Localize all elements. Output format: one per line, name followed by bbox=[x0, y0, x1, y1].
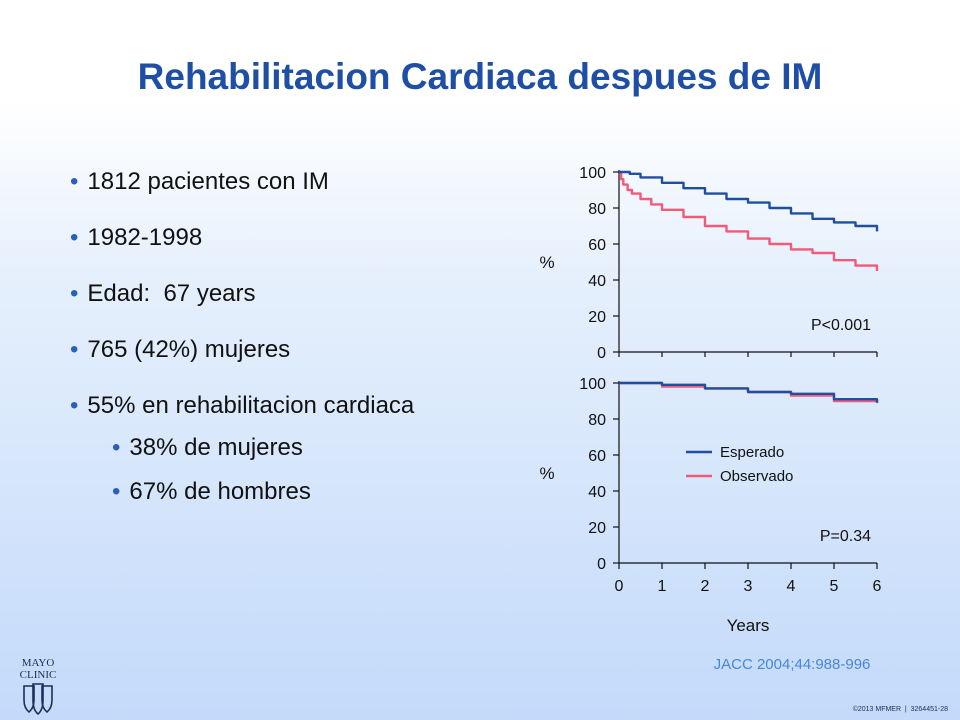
copyright-text: ©2013 MFMER | 3264451-28 bbox=[852, 706, 948, 713]
logo-line-clinic: CLINIC bbox=[19, 669, 57, 681]
bullet-dot: • bbox=[70, 336, 79, 363]
p-value-annotation: P=0.34 bbox=[820, 528, 871, 545]
bullet-dot: • bbox=[70, 280, 79, 307]
y-tick-label: 80 bbox=[588, 412, 606, 429]
y-tick-label: 60 bbox=[588, 237, 606, 254]
x-tick-label: 3 bbox=[744, 578, 753, 595]
x-tick-label: 6 bbox=[873, 578, 882, 595]
bullet-item: • 1982-1998 bbox=[70, 224, 202, 252]
bullet-item: • Edad: 67 years bbox=[70, 280, 256, 308]
x-tick-label: 5 bbox=[830, 578, 839, 595]
slide-title: Rehabilitacion Cardiaca despues de IM bbox=[137, 56, 823, 97]
bullet-dot: • bbox=[70, 168, 79, 195]
y-axis-label: % bbox=[539, 253, 554, 272]
series-line-esperado bbox=[619, 170, 879, 232]
bullet-dot: • bbox=[112, 434, 121, 461]
y-axis-label: % bbox=[539, 464, 554, 483]
bullet-dot: • bbox=[112, 478, 121, 505]
mayo-shields-icon bbox=[23, 683, 53, 716]
sub-bullet-text: 38% de mujeres bbox=[129, 434, 303, 461]
y-tick-label: 20 bbox=[588, 520, 606, 537]
y-tick-label: 0 bbox=[597, 345, 606, 362]
series-line-esperado bbox=[619, 381, 879, 403]
bullet-text: 55% en rehabilitacion cardiaca bbox=[87, 392, 415, 419]
bullet-dot: • bbox=[70, 224, 79, 251]
bullet-item: • 1812 pacientes con IM bbox=[70, 168, 329, 196]
legend-label-observado: Observado bbox=[720, 468, 793, 485]
bullet-dot: • bbox=[70, 392, 79, 419]
y-tick-label: 60 bbox=[588, 448, 606, 465]
sub-bullet-item: • 38% de mujeres bbox=[112, 434, 303, 462]
bullet-text: 1982-1998 bbox=[87, 224, 203, 251]
y-tick-label: 100 bbox=[579, 376, 606, 393]
x-tick-label: 1 bbox=[658, 578, 667, 595]
legend-label-esperado: Esperado bbox=[720, 444, 784, 461]
y-tick-label: 20 bbox=[588, 309, 606, 326]
bullet-item: • 765 (42%) mujeres bbox=[70, 336, 290, 364]
citation-text: JACC 2004;44:988-996 bbox=[714, 656, 871, 673]
bullet-text: 1812 pacientes con IM bbox=[87, 168, 329, 195]
x-tick-label: 2 bbox=[701, 578, 710, 595]
sub-bullet-item: • 67% de hombres bbox=[112, 478, 311, 506]
y-tick-label: 40 bbox=[588, 273, 606, 290]
y-tick-label: 100 bbox=[579, 165, 606, 182]
y-tick-label: 40 bbox=[588, 484, 606, 501]
mayo-clinic-logo: MAYO CLINIC bbox=[14, 657, 62, 716]
x-axis-label: Years bbox=[727, 616, 770, 635]
bullet-item: • 55% en rehabilitacion cardiaca bbox=[70, 392, 414, 420]
x-tick-label: 4 bbox=[787, 578, 796, 595]
logo-line-mayo: MAYO bbox=[21, 657, 55, 669]
series-line-observado bbox=[619, 170, 879, 271]
x-tick-label: 0 bbox=[615, 578, 624, 595]
p-value-annotation: P<0.001 bbox=[811, 317, 871, 334]
y-tick-label: 0 bbox=[597, 556, 606, 573]
bullet-text: 765 (42%) mujeres bbox=[87, 336, 291, 363]
y-tick-label: 80 bbox=[588, 201, 606, 218]
bullet-text: Edad: 67 years bbox=[87, 280, 256, 307]
sub-bullet-text: 67% de hombres bbox=[129, 478, 311, 505]
